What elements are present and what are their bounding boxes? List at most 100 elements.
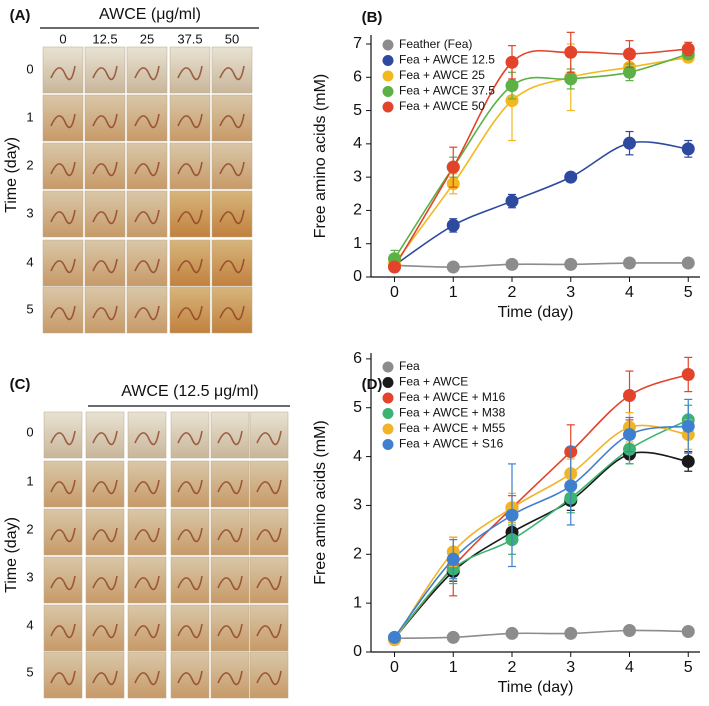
row-label: 5 (26, 664, 33, 679)
row-label: 3 (26, 569, 33, 584)
row-axis-label: Time (day) (3, 137, 20, 213)
header: AWCE (12.5 μg/ml) (121, 383, 259, 400)
data-point (505, 194, 519, 208)
legend-marker (382, 377, 394, 388)
y-tick-label: 1 (353, 235, 362, 252)
fiber (134, 305, 160, 321)
row-axis-label: Time (day) (3, 517, 20, 593)
fiber (50, 623, 76, 639)
data-point (564, 170, 578, 184)
legend-label: Fea + AWCE 37.5 (399, 84, 495, 98)
data-point (564, 72, 578, 86)
x-tick-label: 0 (390, 659, 399, 676)
y-tick-label: 2 (353, 202, 362, 219)
header: AWCE (μg/ml) (99, 6, 201, 23)
column-label: 50 (225, 31, 239, 46)
legend-label: Fea + AWCE + M38 (399, 406, 506, 420)
data-point (388, 630, 401, 644)
data-point (623, 428, 636, 442)
fiber (50, 113, 76, 129)
fiber (134, 527, 160, 543)
y-tick-label: 6 (353, 350, 362, 367)
fiber (134, 479, 160, 495)
fiber (50, 430, 76, 446)
fiber (219, 258, 245, 274)
fiber (92, 527, 118, 543)
fiber (217, 575, 243, 591)
legend-label: Fea + AWCE (399, 375, 468, 389)
fit-line (393, 424, 689, 641)
data-point (505, 626, 519, 640)
fiber (177, 161, 203, 177)
data-point (446, 218, 460, 232)
panel-label: (D) (362, 376, 383, 393)
legend-marker (382, 361, 394, 373)
fiber (134, 113, 160, 129)
fiber (134, 65, 160, 81)
fiber (177, 305, 203, 321)
legend-label: Fea (399, 359, 420, 373)
fiber (134, 258, 160, 274)
y-axis-label: Free amino acids (mM) (312, 420, 329, 584)
fit-line (394, 262, 689, 268)
fiber (217, 670, 243, 686)
panel-label: (B) (362, 9, 383, 26)
fiber (177, 430, 203, 446)
data-point (623, 47, 636, 61)
fiber (256, 527, 282, 543)
x-tick-label: 1 (449, 284, 458, 301)
fiber (92, 575, 118, 591)
legend-marker (382, 408, 394, 419)
fiber (92, 623, 118, 639)
legend-label: Feather (Fea) (399, 37, 472, 51)
fiber (177, 258, 203, 274)
data-point (623, 136, 636, 150)
x-tick-label: 3 (566, 284, 575, 301)
legend-label: Fea + AWCE + S16 (399, 437, 504, 451)
data-point (681, 42, 695, 56)
tube-photo (127, 508, 167, 556)
fiber (256, 670, 282, 686)
data-point (446, 260, 460, 274)
data-point (446, 630, 460, 644)
row-label: 1 (26, 473, 33, 488)
fiber (50, 479, 76, 495)
fiber (177, 575, 203, 591)
y-axis-label: Free amino acids (mM) (312, 74, 329, 238)
legend-marker (382, 423, 394, 435)
data-point (681, 256, 695, 270)
fiber (219, 305, 245, 321)
fiber (50, 527, 76, 543)
data-point (564, 626, 578, 640)
legend-label: Fea + AWCE 50 (399, 99, 485, 113)
data-point (564, 257, 578, 271)
panel-label: (A) (10, 7, 31, 24)
fiber (92, 479, 118, 495)
legend-marker (382, 55, 394, 66)
data-point (681, 142, 695, 156)
fiber (217, 623, 243, 639)
fiber (177, 113, 203, 129)
fiber (219, 161, 245, 177)
fiber (177, 670, 203, 686)
fiber (134, 623, 160, 639)
fiber (256, 479, 282, 495)
fiber (134, 575, 160, 591)
row-label: 2 (26, 157, 33, 172)
data-point (446, 552, 460, 566)
row-label: 5 (26, 301, 33, 316)
panel-label: (C) (10, 376, 31, 393)
fiber (92, 258, 118, 274)
y-tick-label: 3 (353, 168, 362, 185)
fiber (217, 479, 243, 495)
data-point (505, 508, 519, 522)
legend-marker (382, 70, 394, 82)
legend-marker (382, 392, 394, 404)
fiber (50, 65, 76, 81)
row-label: 4 (26, 617, 33, 632)
fiber (92, 113, 118, 129)
tube-photo (43, 460, 83, 508)
fiber (92, 209, 118, 225)
fit-line (394, 629, 689, 640)
